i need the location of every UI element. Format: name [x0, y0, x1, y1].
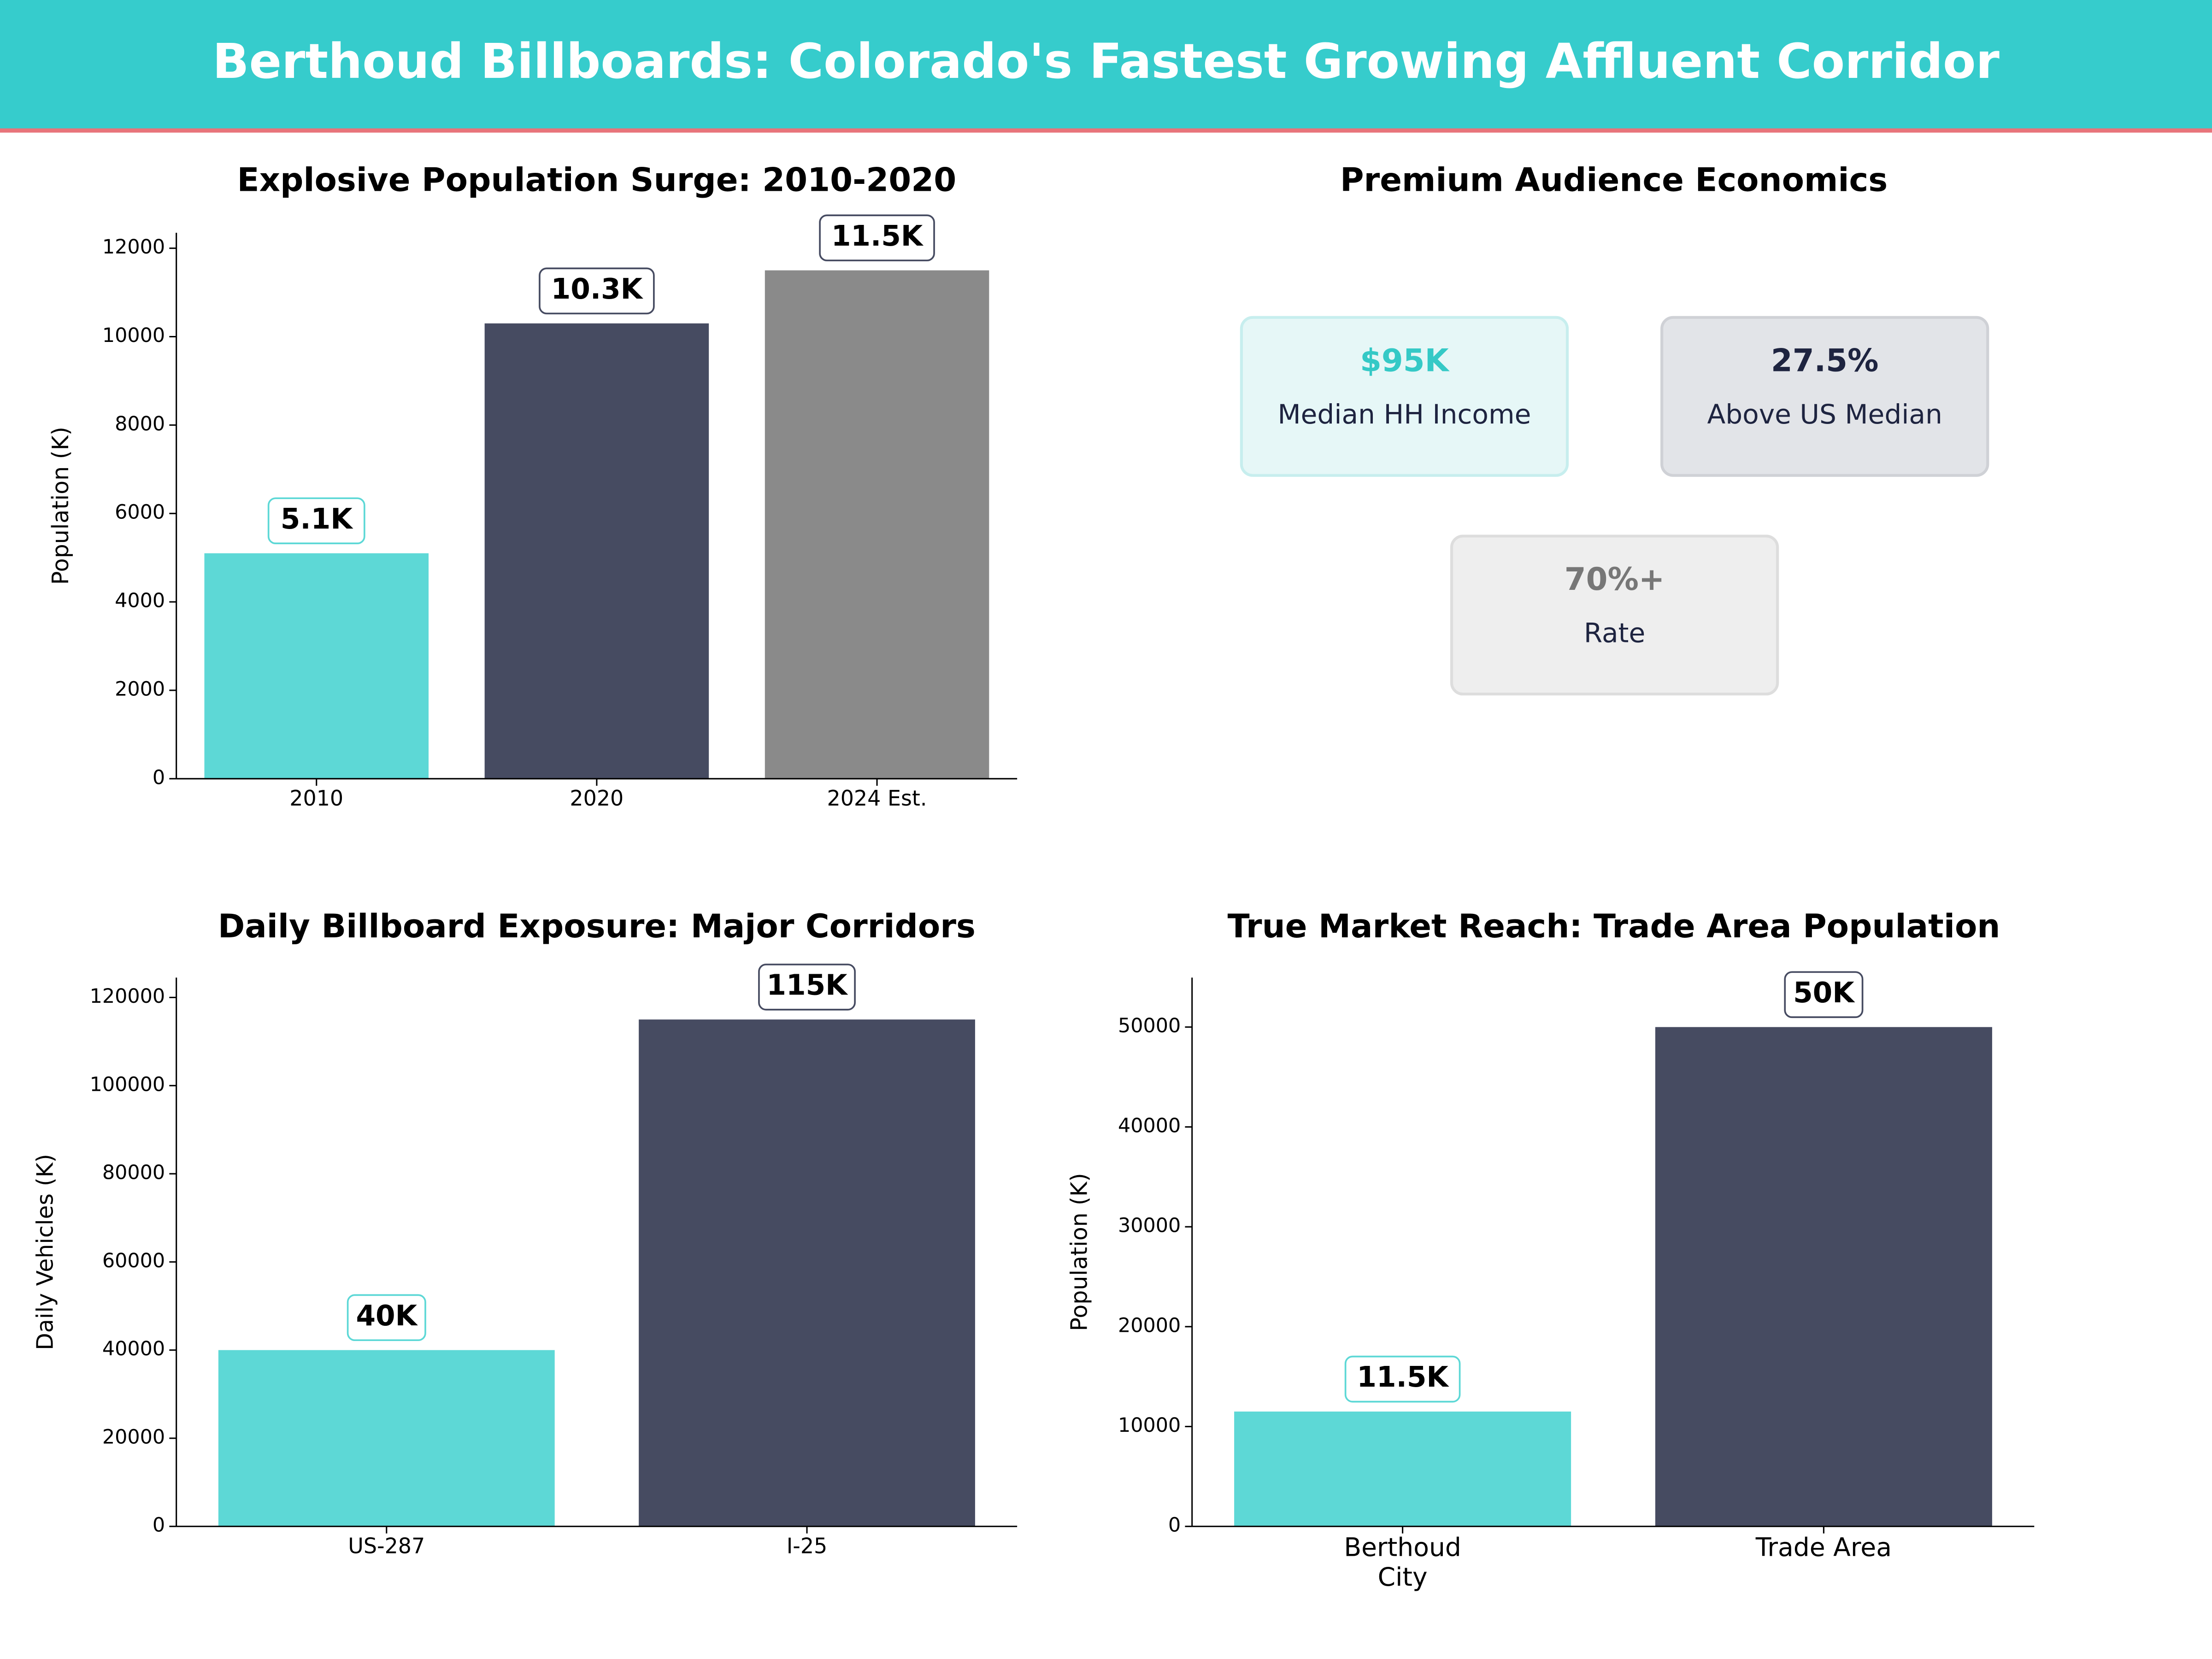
- x-tick-label: Trade Area: [1755, 1535, 1892, 1563]
- y-axis-label: Daily Vehicles (K): [32, 1154, 59, 1350]
- x-tick-label: Berthoud City: [1344, 1535, 1461, 1593]
- value-label-box: [1784, 971, 1864, 1018]
- kpi-value: $95K: [1360, 342, 1450, 378]
- y-tick-label: 10000: [102, 324, 165, 347]
- value-label-box: [539, 267, 655, 315]
- value-label: 11.5K: [1357, 1361, 1449, 1394]
- value-label-box: [819, 214, 935, 262]
- header-rule: [0, 128, 2212, 133]
- kpi-card: [1240, 316, 1569, 477]
- kpi-label: Median HH Income: [1277, 399, 1531, 430]
- bar: [218, 1350, 555, 1527]
- chart-title: True Market Reach: Trade Area Population: [1228, 907, 2000, 945]
- y-tick-label: 20000: [102, 1425, 165, 1448]
- header-bar: [0, 0, 2212, 130]
- kpi-value: 27.5%: [1771, 342, 1879, 378]
- chart-title: Premium Audience Economics: [1340, 161, 1888, 199]
- x-tick-label-box: I-25: [786, 1535, 828, 1559]
- value-label: 115K: [766, 969, 848, 1001]
- y-tick-label: 30000: [1118, 1214, 1181, 1237]
- y-tick-label: 120000: [90, 985, 165, 1008]
- y-tick-label: 80000: [102, 1161, 165, 1184]
- x-tick-label: US-287: [348, 1535, 425, 1559]
- x-tick-label: 2020: [570, 787, 624, 812]
- y-tick-label: 0: [1168, 1514, 1181, 1537]
- y-tick-label: 20000: [1118, 1314, 1181, 1337]
- bar: [484, 323, 709, 779]
- kpi-value: 70%+: [1565, 561, 1665, 597]
- x-tick-label-box: US-287: [348, 1535, 425, 1559]
- y-tick-label: 8000: [115, 412, 165, 435]
- value-label: 10.3K: [551, 273, 644, 306]
- value-label-box: [1344, 1355, 1461, 1403]
- y-tick-label: 6000: [115, 501, 165, 524]
- y-tick-label: 0: [153, 1514, 165, 1537]
- x-tick-label-box: 2024 Est.: [827, 787, 927, 812]
- value-label-box: [347, 1294, 426, 1341]
- x-tick-label-box: 2020: [570, 787, 624, 812]
- y-tick-label: 4000: [115, 589, 165, 612]
- value-label: 50K: [1793, 977, 1855, 1009]
- y-axis-label: Population (K): [1066, 1173, 1092, 1331]
- y-tick-label: 40000: [102, 1337, 165, 1360]
- kpi-label: Rate: [1584, 618, 1645, 649]
- chart-title: Explosive Population Surge: 2010-2020: [237, 161, 957, 199]
- bar: [765, 270, 989, 779]
- y-tick-label: 2000: [115, 677, 165, 700]
- kpi-card: [1450, 535, 1779, 696]
- x-tick-label-box: Trade Area: [1755, 1535, 1892, 1563]
- y-tick-label: 12000: [102, 235, 165, 259]
- y-tick-label: 10000: [1118, 1414, 1181, 1437]
- x-tick-label: 2010: [289, 787, 344, 812]
- y-tick-label: 50000: [1118, 1014, 1181, 1037]
- value-label: 11.5K: [831, 220, 924, 253]
- value-label: 40K: [356, 1300, 418, 1332]
- kpi-card: [1660, 316, 1989, 477]
- y-axis-label: Population (K): [47, 427, 74, 585]
- value-label: 5.1K: [281, 503, 353, 535]
- bar: [204, 553, 429, 779]
- y-tick-label: 40000: [1118, 1114, 1181, 1137]
- y-tick-label: 0: [153, 766, 165, 789]
- chart-title: Daily Billboard Exposure: Major Corridor…: [218, 907, 976, 945]
- y-tick-label: 60000: [102, 1249, 165, 1272]
- kpi-label: Above US Median: [1707, 399, 1942, 430]
- x-tick-label: 2024 Est.: [827, 787, 927, 812]
- value-label-box: [758, 964, 856, 1011]
- x-tick-label-box: 2010: [289, 787, 344, 812]
- bar: [1655, 1027, 1992, 1527]
- bar: [639, 1019, 975, 1527]
- x-tick-label-box: Berthoud City: [1344, 1535, 1461, 1593]
- header-title: Berthoud Billboards: Colorado's Fastest …: [212, 33, 2000, 89]
- value-label-box: [267, 497, 365, 544]
- y-tick-label: 100000: [90, 1073, 165, 1096]
- x-tick-label: I-25: [786, 1535, 828, 1559]
- bar: [1234, 1412, 1571, 1527]
